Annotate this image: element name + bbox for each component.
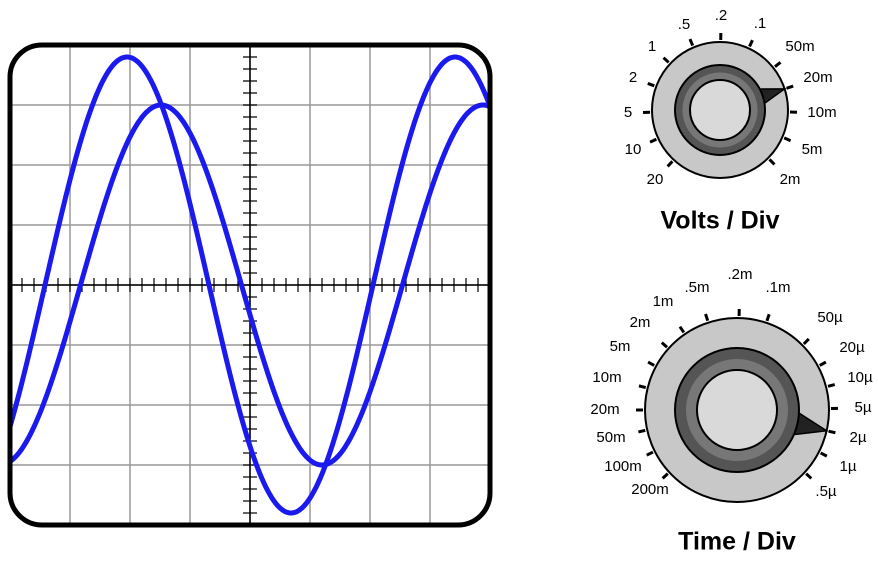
knob-setting: .1 [754, 15, 767, 32]
knob-tick [806, 474, 811, 479]
knob-setting: 100m [604, 458, 642, 475]
knob-tick [784, 138, 790, 141]
knob-tick [638, 430, 645, 432]
knob-tick [680, 327, 684, 333]
knob-setting: 10µ [847, 369, 873, 386]
knob-tick [664, 58, 669, 63]
knob-setting: 2m [780, 171, 801, 188]
knob-setting: 2 [629, 69, 637, 86]
knob-setting: 5m [802, 141, 823, 158]
knob-tick [787, 86, 794, 88]
knob-tick [775, 62, 780, 66]
knob-setting: .5µ [815, 483, 837, 500]
knob-setting: 50µ [817, 309, 843, 326]
knob-setting: 1m [653, 293, 674, 310]
knob-tick [663, 474, 668, 479]
knob-setting: 20m [803, 69, 832, 86]
knob-setting: 200m [631, 481, 669, 498]
knob-tick [820, 362, 826, 365]
knob-setting: 20µ [839, 339, 865, 356]
knob-tick [668, 161, 673, 166]
knob-setting: .2m [727, 266, 752, 283]
knob-tick [828, 385, 835, 387]
knob-cap [690, 80, 750, 140]
knob-tick [829, 431, 836, 433]
knob-setting: .1m [765, 279, 790, 296]
knob-tick [648, 362, 654, 365]
knob-setting: 50m [596, 429, 625, 446]
knob-setting: 5 [624, 104, 632, 121]
knob-setting: 5µ [855, 399, 872, 416]
knob-tick [647, 452, 653, 455]
knob-setting: 1 [648, 38, 656, 55]
knob-setting: .2 [715, 7, 728, 24]
knobs: .5.2.150m20m10m5m2m2010521.5m.2m.1m50µ20… [590, 7, 873, 502]
knob-tick [750, 40, 753, 46]
knob-setting: 2µ [850, 429, 867, 446]
knob-tick [767, 314, 769, 321]
knob-setting: .5 [678, 16, 691, 33]
knob-cap [697, 370, 777, 450]
knob-setting: 2m [630, 314, 651, 331]
knob-setting: 10m [807, 104, 836, 121]
knob-tick [769, 159, 774, 164]
knob-setting: 20m [590, 401, 619, 418]
knob-tick [804, 339, 809, 344]
knob-tick [648, 83, 655, 85]
knob-setting: 10m [592, 369, 621, 386]
knob-setting: 1µ [840, 458, 857, 475]
knob-tick [706, 314, 708, 321]
knob-tick [821, 453, 827, 456]
knob-tick [639, 386, 646, 388]
knob-setting: .5m [684, 279, 709, 296]
knob-setting: 50m [785, 38, 814, 55]
knob-tick [650, 139, 656, 142]
knob-tick [690, 39, 693, 45]
knob-setting: 10 [625, 141, 642, 158]
knob-caption: Time / Div [678, 528, 796, 556]
knob-setting: 20 [647, 171, 664, 188]
knob-caption: Volts / Div [660, 207, 779, 235]
knob-tick [662, 343, 667, 348]
knob-setting: 5m [610, 338, 631, 355]
